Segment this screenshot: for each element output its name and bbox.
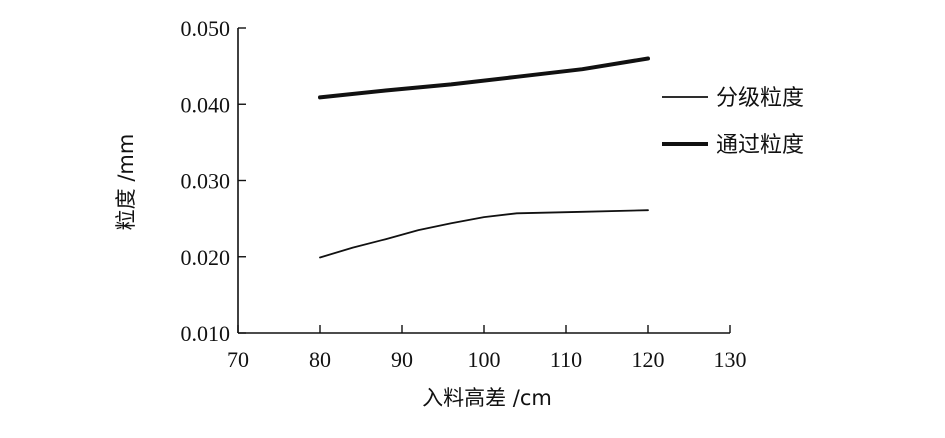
- x-tick-label: 90: [391, 347, 413, 372]
- y-tick-label: 0.030: [181, 169, 231, 194]
- x-tick-label: 100: [468, 347, 501, 372]
- y-tick-label: 0.050: [181, 16, 231, 41]
- legend-label-2: 通过粒度: [716, 133, 804, 158]
- x-tick-label: 130: [714, 347, 747, 372]
- y-tick-label: 0.010: [181, 321, 231, 346]
- series-line-1: [319, 209, 649, 259]
- series-layer: [318, 56, 650, 259]
- x-tick-label: 110: [550, 347, 582, 372]
- y-tick-label: 0.020: [181, 245, 231, 270]
- axes: 70 80 90 100 110 120 130 0.010 0.020 0.030 0.040 0.…: [181, 16, 747, 372]
- x-tick-label: 120: [632, 347, 665, 372]
- legend-label-1: 分级粒度: [716, 86, 804, 111]
- x-axis-title: 入料高差 /cm: [422, 386, 552, 410]
- y-axis-title: 粒度 /mm: [114, 134, 138, 231]
- x-tick-label: 70: [227, 347, 249, 372]
- x-tick-label: 80: [309, 347, 331, 372]
- series-line-2: [318, 56, 650, 100]
- y-tick-label: 0.040: [181, 92, 231, 117]
